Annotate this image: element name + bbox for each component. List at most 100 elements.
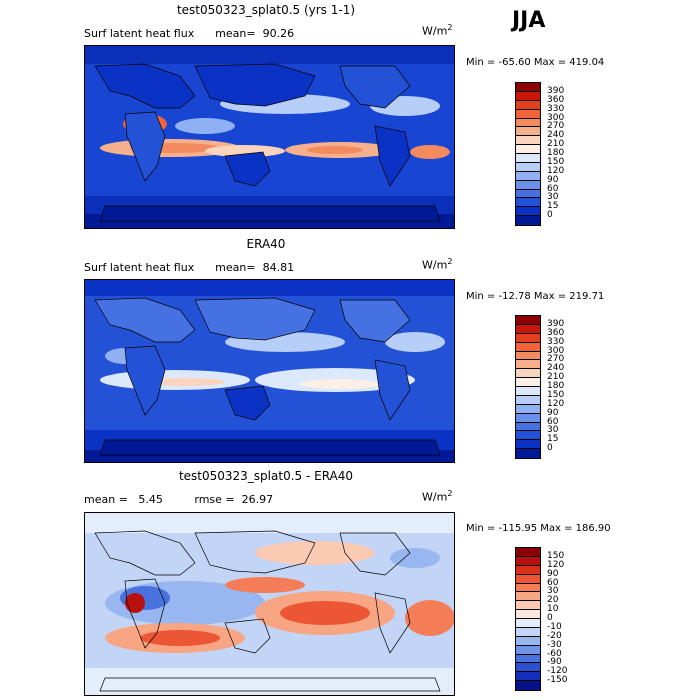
panel-2-colorbar-swatch [516,404,540,414]
panel-1-colorbar-label: 180 [547,148,565,158]
panel-3-colorbar-swatch [516,601,540,611]
panel-1-colorbar-swatch [516,91,540,101]
panel-1-colorbar-labels: 390 360 330 300 270 240 210 180 150 120 90 60 30 15 0 [547,82,587,224]
panel-1-colorbar-label: 240 [547,130,565,141]
panel-3-colorbar-label: 60 [547,577,559,588]
panel-2-colorbar-swatch [516,351,540,361]
panel-2-colorbar-label: 300 [547,345,565,356]
panel-1-colorbar-swatch [516,118,540,128]
panel-2-colorbar-swatch [516,413,540,423]
panel-3-units: W/m2 [422,489,453,504]
panel-2-colorbar-label: 15 [547,434,559,445]
panel-1-subtitle: Surf latent heat flux mean= 90.26 [84,27,295,40]
panel-2-colorbar-swatch [516,369,540,379]
panel-3-colorbar-label: -120 [547,666,568,677]
panel-3-colorbar-label: 150 [547,550,565,561]
panel-3-colorbar-label: -150 [547,675,568,686]
panel-1-colorbar-label: 390 [547,85,565,96]
panel-1-colorbar-swatch [516,109,540,119]
panel-1-colorbar-label: 210 [547,139,565,150]
panel-2-colorbar-swatch [516,378,540,387]
panel-1-colorbar-label: 90 [547,174,559,185]
panel-3-colorbar-swatch [516,610,540,619]
panel-3-colorbar-label: -30 [547,639,562,650]
panel-3-colorbar-swatch [516,627,540,637]
panel-3-subtitle: mean = 5.45 rmse = 26.97 [84,493,274,506]
panel-2-colorbar-label: 150 [547,389,565,400]
panel-3-colorbar-swatch [516,574,540,584]
panel-2-colorbar-swatch [516,333,540,343]
panel-2-colorbar-label: 90 [547,407,559,418]
panel-2-colorbar-swatch [516,342,540,352]
panel-1-colorbar-swatch [516,216,540,225]
panel-2-colorbar-swatch [516,360,540,370]
panel-2-colorbar-label: 360 [547,327,565,338]
panel-1-colorbar-label: 150 [547,156,565,167]
panel-2-colorbar-swatch [516,440,540,450]
panel-2-colorbar-label: 330 [547,336,565,347]
panel-3-colorbar-swatch [516,583,540,593]
panel-2-colorbar [515,315,541,459]
panel-2-subtitle: Surf latent heat flux mean= 84.81 [84,261,295,274]
panel-1-colorbar-swatch [516,180,540,190]
panel-2-map-field [85,280,454,462]
panel-2-colorbar-label: 0 [547,443,553,454]
panel-3-title: test050323_splat0.5 - ERA40 [178,469,354,483]
panel-3-colorbar-swatch [516,636,540,646]
panel-3-colorbar-label: -10 [547,621,562,632]
panel-2-colorbar-labels: 390 360 330 300 270 240 210 180 150 120 90 60 30 15 0 [547,315,587,457]
panel-1-colorbar-swatch [516,198,540,208]
panel-2-colorbar-swatch [516,395,540,405]
panel-1-colorbar-label: 120 [547,165,565,176]
panel-2-map [84,279,455,463]
panel-2-colorbar-swatch [516,449,540,458]
panel-2-colorbar-swatch [516,422,540,432]
panel-2-title: ERA40 [246,237,286,251]
panel-3-colorbar-swatch [516,592,540,602]
panel-1-colorbar-label: 30 [547,192,559,203]
panel-3-colorbar-swatch [516,556,540,566]
panel-2-colorbar-swatch [516,387,540,396]
panel-3-colorbar-label: 20 [547,595,559,606]
panel-1-colorbar-swatch [516,83,540,92]
panel-2-colorbar-swatch [516,431,540,441]
panel-3-colorbar-labels: 150 120 90 60 30 20 10 0 -10 -20 -30 -60 -90 -120 -150 [547,547,587,689]
panel-2-units: W/m2 [422,257,453,272]
panel-1-colorbar-swatch [516,171,540,181]
panel-3-colorbar-swatch [516,619,540,628]
panel-1-colorbar-swatch [516,136,540,146]
panel-2-colorbar-label: 270 [547,354,565,365]
panel-3-colorbar-swatch [516,645,540,655]
season-label: JJA [512,8,546,33]
panel-2-colorbar-swatch [516,316,540,325]
panel-1-map [84,45,455,229]
panel-3-map [84,512,455,696]
panel-3-colorbar-swatch [516,548,540,557]
panel-1-minmax: Min = -65.60 Max = 419.04 [466,57,605,68]
panel-3-colorbar-label: 0 [547,613,553,623]
panel-3-minmax: Min = -115.95 Max = 186.90 [466,523,611,534]
panel-3-colorbar-label: 120 [547,559,565,570]
panel-3-colorbar-swatch [516,672,540,682]
panel-3-colorbar-label: 90 [547,568,559,579]
panel-2-colorbar-label: 180 [547,381,565,391]
panel-1-colorbar-swatch [516,145,540,154]
panel-1-colorbar-swatch [516,154,540,163]
panel-3-colorbar-label: -20 [547,630,562,641]
panel-1-colorbar-label: 0 [547,210,553,221]
panel-1-colorbar-swatch [516,207,540,217]
panel-2-colorbar-swatch [516,324,540,334]
panel-3-colorbar-swatch [516,565,540,575]
panel-3-map-field [85,513,454,695]
panel-1-colorbar-swatch [516,189,540,199]
panel-3-colorbar-label: 10 [547,604,559,615]
panel-2-colorbar-label: 240 [547,363,565,374]
panel-1-colorbar-label: 270 [547,121,565,132]
panel-3-colorbar-swatch [516,681,540,690]
panel-1-colorbar-label: 330 [547,103,565,114]
panel-1-colorbar-label: 360 [547,94,565,105]
panel-1-colorbar-swatch [516,162,540,172]
panel-2-colorbar-label: 390 [547,318,565,329]
panel-1-colorbar-label: 15 [547,201,559,212]
panel-1-title: test050323_splat0.5 (yrs 1-1) [176,3,356,17]
